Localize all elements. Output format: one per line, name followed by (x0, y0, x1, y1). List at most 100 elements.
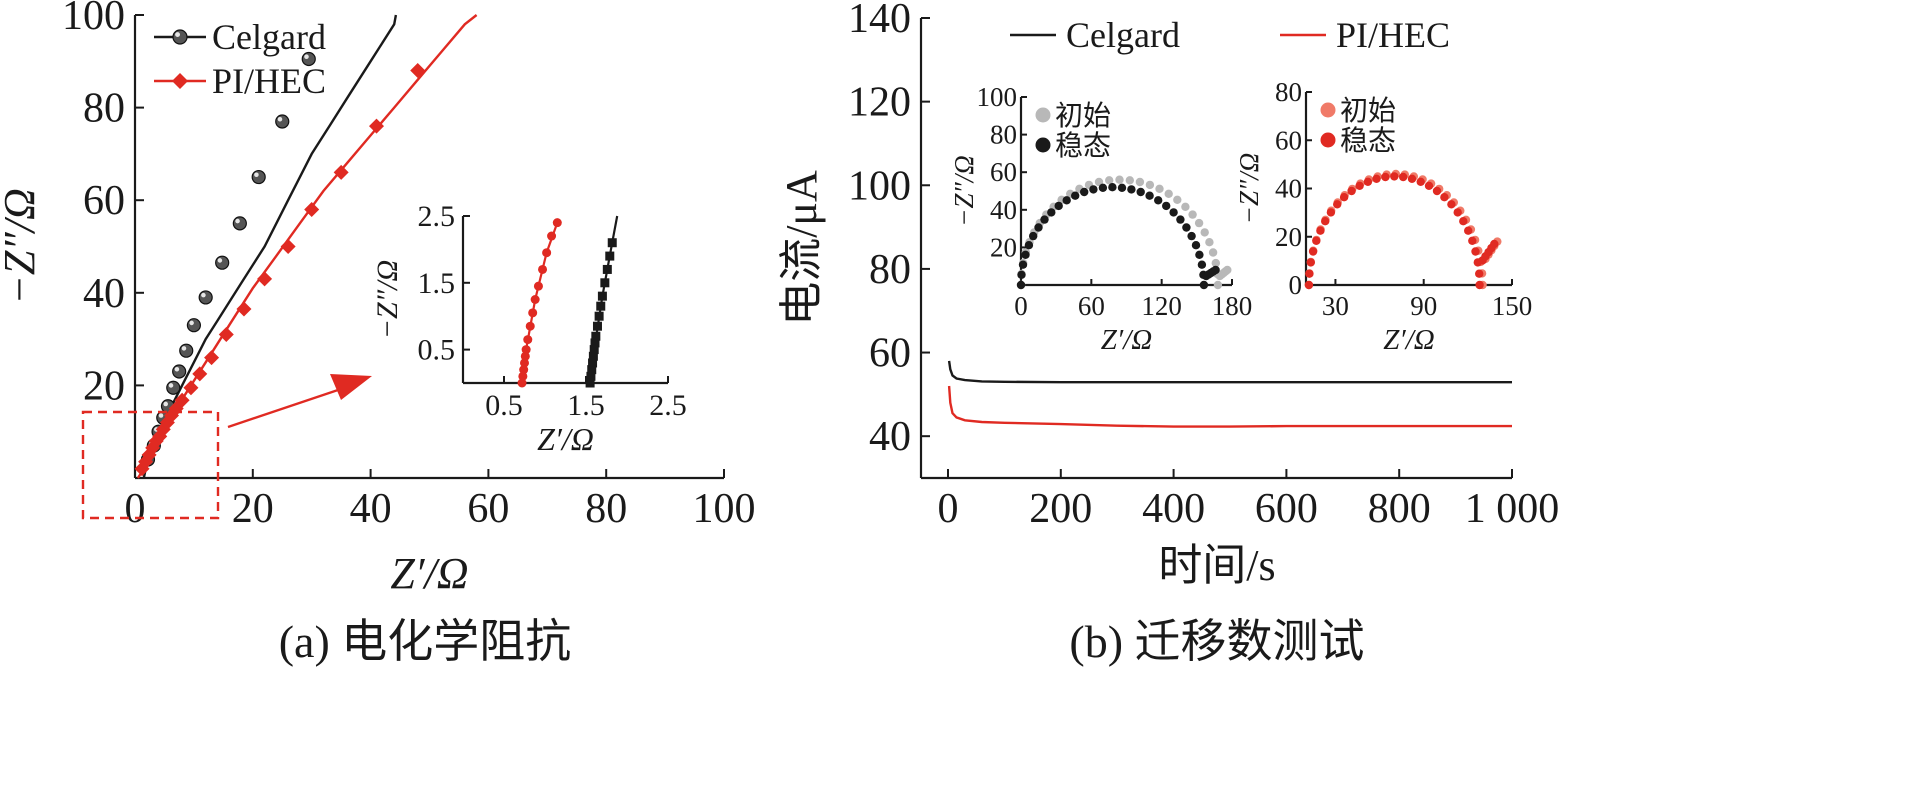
b-y-tick-label: 60 (869, 331, 911, 377)
inset-pihec-data-point (1390, 172, 1399, 181)
inset-data-point (591, 331, 601, 341)
data-point-highlight (277, 116, 283, 122)
inset-celgard-data-point (1016, 280, 1026, 290)
inset-pihec-data-point (1424, 181, 1434, 190)
data-point (251, 169, 266, 185)
data-point (204, 350, 220, 366)
inset-pihec-data-point (1432, 186, 1442, 196)
inset-celgard-data-point (1034, 223, 1043, 232)
inset-x-tick-label: 1.5 (567, 389, 605, 422)
data-point (166, 380, 181, 395)
data-point (186, 318, 201, 333)
inset-y-tick-label: 0.5 (418, 334, 456, 367)
x-tick-label: 0 (125, 486, 146, 532)
data-point (198, 290, 213, 305)
inset-celgard-data-point (1136, 187, 1145, 197)
data-point-highlight (181, 346, 187, 351)
inset-celgard-legend-marker (1035, 137, 1051, 153)
inset-data-point (552, 218, 562, 228)
inset-pihec-x-tick-label: 150 (1492, 291, 1533, 321)
inset-celgard-y-tick-label: 40 (990, 195, 1017, 225)
inset-celgard-data-point (1181, 202, 1190, 211)
b-x-tick-label: 200 (1029, 486, 1092, 532)
inset-celgard-y-tick-label: 100 (977, 82, 1018, 112)
inset-pihec-legend-marker (1320, 102, 1336, 118)
data-point (275, 114, 290, 129)
inset-celgard-data-point (1029, 231, 1038, 241)
data-point-highlight (235, 218, 240, 224)
b-series-Celgard (947, 360, 1512, 384)
inset-data-point (547, 231, 557, 241)
inset-pihec-data-point (1490, 239, 1499, 249)
inset-data-point (533, 281, 543, 291)
data-point (368, 118, 384, 134)
inset-pihec-y-axis-label: −Z″/Ω (1234, 153, 1264, 225)
inset-celgard-data-point (1080, 187, 1089, 197)
b-x-tick-label: 600 (1255, 486, 1318, 532)
legend-marker (172, 29, 188, 45)
zoom-box (81, 410, 220, 520)
inset-data-point (542, 248, 552, 258)
inset-pihec-data-point (1312, 236, 1321, 245)
inset-pihec-legend-label: 初始 (1340, 95, 1396, 127)
inset-celgard-data-point (1208, 248, 1218, 257)
inset-data-point (520, 351, 530, 361)
inset-data-point (586, 371, 596, 381)
y-tick-label: 40 (83, 271, 125, 317)
inset-pihec-y-tick-label: 0 (1289, 270, 1303, 300)
inset-pihec-data-point (1416, 177, 1425, 186)
inset-celgard-data-point (1127, 185, 1136, 194)
b-x-tick-label: 400 (1142, 486, 1205, 532)
inset-pihec-data-point (1459, 217, 1468, 226)
inset-pihec-series (1304, 172, 1499, 290)
inset-celgard-data-point (1062, 196, 1071, 205)
inset-data-point (523, 335, 533, 345)
b-legend-label: Celgard (1066, 15, 1180, 55)
inset-celgard-data-point (1154, 196, 1163, 205)
inset-celgard-data-point (1089, 185, 1098, 194)
inset-data-point (525, 321, 535, 331)
data-point (183, 380, 199, 396)
panel-a-inset: 0.5 1.5 2.5 0.5 1.5 2.5 Z′/Ω −Z″/Ω (371, 200, 687, 457)
inset-pihec-data-point (1468, 236, 1477, 245)
y-tick-label: 80 (83, 86, 125, 132)
inset-data-point (592, 321, 602, 331)
inset-pihec-legend-label: 稳态 (1340, 125, 1396, 157)
zoom-arrow-line (227, 388, 339, 429)
inset-x-tick-label: 0.5 (485, 389, 523, 422)
legend-marker-highlight (175, 32, 180, 37)
inset-data-point (587, 365, 597, 375)
data-point-highlight (174, 366, 180, 372)
inset-pihec-y-tick-label: 60 (1275, 125, 1302, 155)
inset-pihec-x-tick-label: 90 (1410, 291, 1437, 321)
panel-b-caption: (b) 迁移数测试 (1069, 616, 1364, 667)
inset-celgard-legend-label: 初始 (1055, 100, 1111, 132)
y-tick-label: 60 (83, 178, 125, 224)
inset-celgard-data-point (1071, 191, 1080, 200)
inset-celgard-y-tick-label: 80 (990, 120, 1017, 150)
data-point-highlight (201, 292, 206, 298)
inset-celgard-data-point (1187, 231, 1196, 241)
inset-pihec-data-point (1372, 174, 1381, 183)
inset-celgard-data-point (1162, 201, 1171, 211)
b-legend: Celgard PI/HEC (1010, 15, 1450, 55)
inset-data-point (597, 291, 607, 301)
data-point (304, 201, 320, 217)
panel-b-main: 0 200 400 600 800 1 000406080100120140时间/s电流/… (777, 0, 1559, 667)
inset-celgard-data-point (1125, 176, 1135, 185)
inset-data-point (596, 301, 606, 311)
b-y-tick-label: 40 (869, 414, 911, 460)
inset-celgard-data-point (1213, 280, 1223, 290)
inset-pihec-data-point (1308, 247, 1318, 256)
inset-pihec-data-point (1447, 200, 1456, 209)
inset-celgard-data-point (1211, 258, 1221, 268)
inset-x-tick-label: 2.5 (649, 389, 687, 422)
data-point (236, 301, 252, 317)
inset-y-tick-label: 1.5 (418, 267, 456, 300)
data-point-highlight (254, 172, 259, 178)
inset-pihec-data-point (1347, 186, 1356, 196)
inset-pihec-x-tick-label: 30 (1322, 291, 1349, 321)
inset-pihec-data-point (1333, 200, 1342, 209)
